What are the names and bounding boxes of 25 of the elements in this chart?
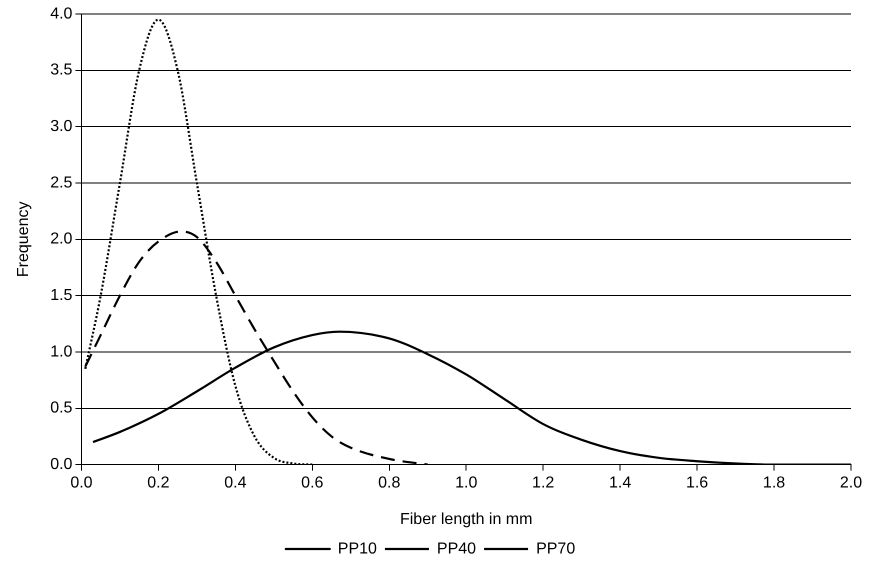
x-tick-label: 0.8 [378, 474, 400, 492]
y-tick-label: 2.5 [50, 174, 73, 192]
y-tick-label: 3.0 [50, 118, 73, 136]
x-tick-label: 1.0 [455, 474, 478, 492]
x-tick-label: 1.6 [686, 474, 708, 492]
x-tick-label: 0.0 [70, 474, 93, 492]
y-tick-label: 0.5 [50, 400, 73, 417]
y-tick-label: 1.5 [50, 287, 73, 304]
x-tick-label: 1.2 [532, 474, 554, 492]
x-tick-label: 2.0 [840, 474, 862, 492]
x-tick-label: 1.8 [762, 474, 786, 492]
legend-label: PP10 [338, 540, 378, 558]
x-tick-label: 0.6 [301, 474, 324, 492]
y-tick-label: 3.5 [50, 62, 73, 79]
x-tick-label: 1.4 [609, 474, 632, 492]
legend-label: PP40 [436, 540, 476, 558]
y-axis-title: Frequency [15, 202, 32, 278]
y-tick-label: 0.0 [50, 456, 73, 474]
y-tick-label: 4.0 [50, 5, 73, 22]
x-axis-title: Fiber length in mm [400, 510, 532, 528]
y-tick-label: 2.0 [50, 230, 73, 248]
legend-label: PP70 [536, 540, 576, 558]
x-tick-label: 0.4 [224, 474, 247, 492]
x-tick-label: 0.2 [147, 474, 170, 492]
y-tick-label: 1.0 [50, 343, 73, 360]
